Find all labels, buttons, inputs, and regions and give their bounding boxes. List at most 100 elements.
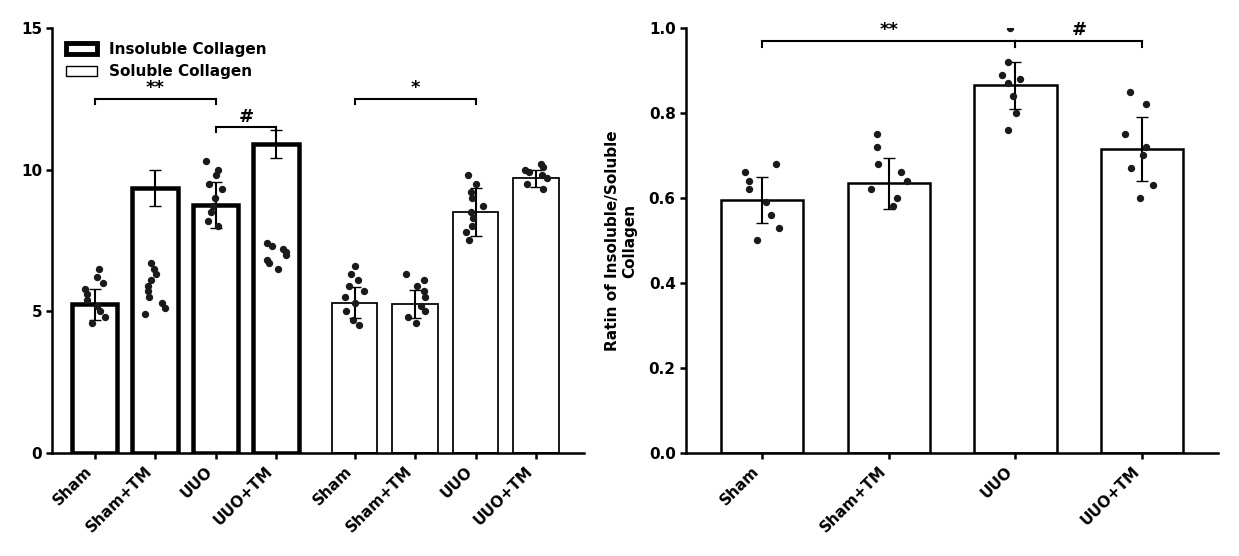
Point <box>1010 75 1030 83</box>
Point <box>1001 23 1021 32</box>
Point <box>458 236 478 245</box>
Point <box>201 207 221 216</box>
Point <box>736 168 756 177</box>
Point <box>519 168 539 177</box>
Bar <box>1101 149 1183 453</box>
Point <box>533 162 553 171</box>
Point <box>146 270 166 279</box>
Point <box>867 130 887 138</box>
Point <box>348 321 368 330</box>
Text: **: ** <box>146 79 165 97</box>
Bar <box>193 205 238 453</box>
Point <box>341 270 361 279</box>
Point <box>882 202 902 211</box>
Text: *: * <box>410 79 420 97</box>
Point <box>396 270 416 279</box>
Point <box>276 247 296 256</box>
Point <box>343 315 363 324</box>
Point <box>1115 130 1135 138</box>
Point <box>415 307 435 316</box>
Point <box>87 273 107 282</box>
Bar <box>974 85 1057 453</box>
Point <box>740 176 760 185</box>
Point <box>999 126 1018 135</box>
Point <box>406 318 426 327</box>
Point <box>456 227 476 236</box>
Point <box>76 284 95 293</box>
Point <box>411 301 431 310</box>
Bar <box>453 212 498 453</box>
Point <box>533 185 553 194</box>
Text: **: ** <box>880 21 898 39</box>
Point <box>1130 193 1150 202</box>
Point <box>1004 92 1023 101</box>
Point <box>887 193 907 202</box>
Point <box>346 261 366 270</box>
Bar <box>254 144 299 453</box>
Point <box>339 281 359 290</box>
Point <box>536 173 556 182</box>
Bar <box>72 304 118 453</box>
Point <box>761 211 781 220</box>
Point <box>77 290 97 299</box>
Point <box>414 276 434 285</box>
Point <box>892 168 912 177</box>
Point <box>335 292 354 301</box>
Point <box>861 185 881 194</box>
Point <box>141 276 161 285</box>
Point <box>204 193 224 202</box>
Point <box>463 214 483 222</box>
Bar <box>393 304 437 453</box>
Text: #: # <box>1072 21 1087 39</box>
Point <box>867 142 887 151</box>
Point <box>155 304 175 313</box>
Point <box>152 299 172 307</box>
Y-axis label: Ratin of Insoluble/Soluble
Collagen: Ratin of Insoluble/Soluble Collagen <box>605 130 638 351</box>
Point <box>276 250 296 259</box>
Point <box>269 264 289 273</box>
Point <box>461 188 481 197</box>
Point <box>337 307 357 316</box>
Point <box>196 157 216 166</box>
Point <box>399 312 419 321</box>
Point <box>517 180 536 188</box>
Text: #: # <box>238 107 254 126</box>
Point <box>1144 181 1163 190</box>
Point <box>1006 108 1026 117</box>
Point <box>90 307 110 316</box>
Point <box>93 279 113 287</box>
Point <box>139 287 159 296</box>
Point <box>344 299 364 307</box>
Point <box>869 160 888 168</box>
Point <box>997 79 1017 88</box>
Point <box>1121 163 1141 172</box>
Point <box>261 242 281 251</box>
Point <box>139 292 159 301</box>
Point <box>1136 100 1156 109</box>
Point <box>208 165 228 174</box>
Point <box>532 171 551 180</box>
Point <box>461 207 481 216</box>
Point <box>766 160 786 168</box>
Point <box>135 310 155 319</box>
Point <box>897 176 917 185</box>
Point <box>206 171 225 180</box>
Point <box>198 216 218 225</box>
Point <box>208 222 228 231</box>
Point <box>348 276 368 285</box>
Point <box>256 256 276 265</box>
Point <box>89 264 109 273</box>
Bar <box>513 178 559 453</box>
Point <box>740 185 760 194</box>
Point <box>408 281 427 290</box>
Point <box>77 295 97 304</box>
Legend: Insoluble Collagen, Soluble Collagen: Insoluble Collagen, Soluble Collagen <box>59 36 273 86</box>
Point <box>203 202 223 211</box>
Point <box>414 287 434 296</box>
Bar <box>721 200 803 453</box>
Point <box>212 185 232 194</box>
Point <box>353 287 373 296</box>
Point <box>1120 87 1140 96</box>
Point <box>515 165 535 174</box>
Point <box>747 236 767 245</box>
